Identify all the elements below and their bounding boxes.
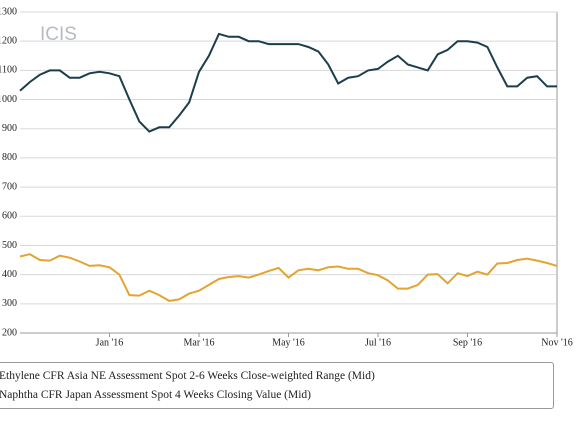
x-tick-label: May '16 (272, 337, 305, 348)
chart: ICIS 200 300 400 500 600 700 800 900 1000 1100 120… (0, 6, 573, 348)
y-tick-label: 400 (2, 269, 17, 280)
y-tick-label: 700 (2, 181, 17, 192)
legend-entry: Ethylene CFR Asia NE Assessment Spot 2-6… (0, 370, 375, 382)
y-tick-label: 300 (2, 298, 17, 309)
x-tick-label: Jul '16 (365, 337, 391, 348)
x-tick-label: Nov '16 (541, 337, 573, 348)
legend-entry: Naphtha CFR Japan Assessment Spot 4 Week… (0, 389, 312, 401)
y-tick-label: 1000 (0, 94, 17, 105)
x-tick-label: Sep '16 (453, 337, 482, 348)
x-tick-label: Jan '16 (96, 337, 124, 348)
y-tick-label: 500 (2, 240, 17, 251)
y-tick-label: 1300 (0, 6, 17, 17)
series-line (19, 253, 558, 302)
y-tick-label: 1100 (0, 65, 17, 76)
y-tick-label: 200 (2, 327, 17, 338)
y-tick-label: 600 (2, 211, 17, 222)
series-line (19, 32, 557, 133)
x-tick-label: Mar '16 (184, 337, 215, 348)
y-tick-label: 1200 (0, 35, 17, 46)
logo: ICIS (40, 24, 77, 45)
y-tick-label: 900 (2, 123, 17, 134)
legend: Ethylene CFR Asia NE Assessment Spot 2-6… (0, 362, 554, 409)
y-tick-label: 800 (2, 152, 17, 163)
